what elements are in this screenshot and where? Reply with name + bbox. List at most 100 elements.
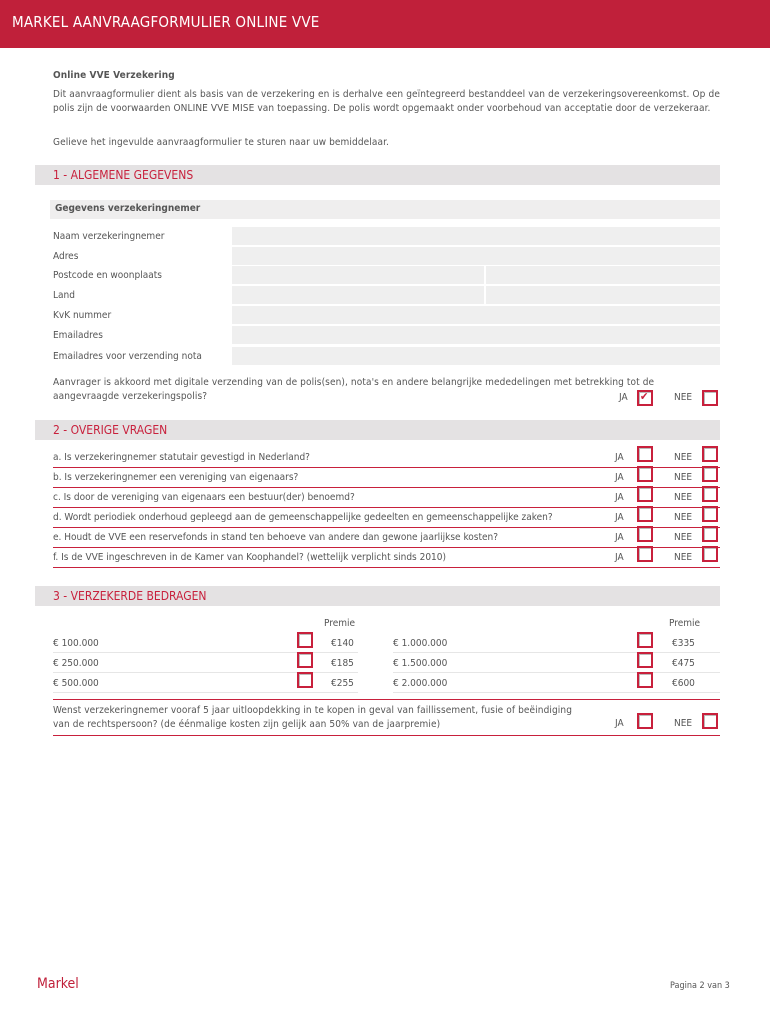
field-label: Adres — [53, 251, 79, 262]
field-input[interactable] — [232, 247, 720, 265]
divider — [53, 507, 720, 508]
coverage-checkbox[interactable] — [637, 672, 653, 688]
field-input[interactable] — [232, 227, 720, 245]
field-input[interactable] — [232, 347, 720, 365]
coverage-premium: €475 — [672, 658, 695, 669]
subsection-title: Gegevens verzekeringnemer — [55, 203, 201, 214]
question-row: f. Is de VVE ingeschreven in de Kamer va… — [53, 546, 720, 571]
row-divider — [393, 692, 720, 693]
nee-checkbox[interactable] — [702, 486, 718, 502]
coverage-checkbox[interactable] — [637, 652, 653, 668]
ja-checkbox[interactable] — [637, 466, 653, 482]
section-3-title: 3 - VERZEKERDE BEDRAGEN — [53, 589, 207, 603]
coverage-amount: € 500.000 — [53, 678, 99, 689]
nee-checkbox[interactable] — [702, 446, 718, 462]
premie-header-left: Premie — [324, 618, 356, 629]
divider — [53, 487, 720, 488]
nee-checkbox[interactable] — [702, 466, 718, 482]
question-text: e. Houdt de VVE een reservefonds in stan… — [53, 532, 499, 543]
runoff-ja-label: JA — [615, 718, 624, 729]
question-text: a. Is verzekeringnemer statutair gevesti… — [53, 452, 310, 463]
row-divider — [53, 692, 358, 693]
row-divider — [393, 652, 720, 653]
consent-ja-label: JA — [619, 392, 628, 403]
section-2-header: 2 - OVERIGE VRAGEN — [35, 420, 720, 440]
section-1-header: 1 - ALGEMENE GEGEVENS — [35, 165, 720, 185]
field-label: Postcode en woonplaats — [53, 270, 162, 281]
field-input[interactable] — [232, 286, 484, 304]
coverage-premium: €255 — [331, 678, 354, 689]
section-1-title: 1 - ALGEMENE GEGEVENS — [53, 168, 194, 182]
intro-instruction: Gelieve het ingevulde aanvraagformulier … — [53, 137, 389, 148]
question-text: b. Is verzekeringnemer een vereniging va… — [53, 472, 299, 483]
coverage-premium: €335 — [672, 638, 695, 649]
consent-nee-checkbox[interactable] — [702, 390, 718, 406]
divider — [53, 735, 720, 736]
premie-header-right: Premie — [669, 618, 701, 629]
intro-heading: Online VVE Verzekering — [53, 70, 175, 81]
page-title: MARKEL AANVRAAGFORMULIER ONLINE VVE — [12, 13, 320, 31]
field-input[interactable] — [232, 306, 720, 324]
consent-nee-label: NEE — [674, 392, 693, 403]
runoff-nee-label: NEE — [674, 718, 693, 729]
question-row: e. Houdt de VVE een reservefonds in stan… — [53, 526, 720, 551]
question-row: b. Is verzekeringnemer een vereniging va… — [53, 466, 720, 491]
ja-label: JA — [615, 532, 624, 543]
divider — [53, 567, 720, 568]
coverage-checkbox[interactable] — [637, 632, 653, 648]
field-label: Naam verzekeringnemer — [53, 231, 165, 242]
field-label: Emailadres — [53, 330, 103, 341]
nee-label: NEE — [674, 492, 693, 503]
consent-ja-checkbox[interactable] — [637, 390, 653, 406]
nee-checkbox[interactable] — [702, 546, 718, 562]
section-3-header: 3 - VERZEKERDE BEDRAGEN — [35, 586, 720, 606]
row-divider — [53, 672, 358, 673]
field-label: KvK nummer — [53, 310, 112, 321]
field-label: Land — [53, 290, 75, 301]
ja-checkbox[interactable] — [637, 506, 653, 522]
row-divider — [393, 672, 720, 673]
coverage-checkbox[interactable] — [297, 652, 313, 668]
nee-checkbox[interactable] — [702, 526, 718, 542]
runoff-ja-checkbox[interactable] — [637, 713, 653, 729]
coverage-checkbox[interactable] — [297, 632, 313, 648]
consent-text: Aanvrager is akkoord met digitale verzen… — [53, 377, 655, 402]
question-text: c. Is door de vereniging van eigenaars e… — [53, 492, 355, 503]
ja-checkbox[interactable] — [637, 486, 653, 502]
ja-checkbox[interactable] — [637, 526, 653, 542]
field-input-secondary[interactable] — [486, 266, 720, 284]
coverage-amount: € 2.000.000 — [393, 678, 448, 689]
coverage-checkbox[interactable] — [297, 672, 313, 688]
question-row: a. Is verzekeringnemer statutair gevesti… — [53, 446, 720, 471]
field-input-secondary[interactable] — [486, 286, 720, 304]
divider — [53, 547, 720, 548]
ja-label: JA — [615, 512, 624, 523]
coverage-amount: € 250.000 — [53, 658, 99, 669]
coverage-premium: €185 — [331, 658, 354, 669]
divider — [53, 527, 720, 528]
coverage-amount: € 1.500.000 — [393, 658, 448, 669]
runoff-nee-checkbox[interactable] — [702, 713, 718, 729]
row-divider — [53, 652, 358, 653]
ja-label: JA — [615, 472, 624, 483]
coverage-premium: €140 — [331, 638, 354, 649]
runoff-text: Wenst verzekeringnemer vooraf 5 jaar uit… — [53, 705, 573, 730]
nee-label: NEE — [674, 552, 693, 563]
divider — [53, 467, 720, 468]
question-text: d. Wordt periodiek onderhoud gepleegd aa… — [53, 512, 553, 523]
header-bar: MARKEL AANVRAAGFORMULIER ONLINE VVE — [0, 0, 770, 48]
page-number: Pagina 2 van 3 — [670, 981, 730, 991]
nee-label: NEE — [674, 532, 693, 543]
nee-label: NEE — [674, 472, 693, 483]
ja-checkbox[interactable] — [637, 446, 653, 462]
coverage-premium: €600 — [672, 678, 695, 689]
field-input[interactable] — [232, 326, 720, 344]
coverage-amount: € 100.000 — [53, 638, 99, 649]
question-row: c. Is door de vereniging van eigenaars e… — [53, 486, 720, 511]
nee-label: NEE — [674, 452, 693, 463]
question-text: f. Is de VVE ingeschreven in de Kamer va… — [53, 552, 446, 563]
nee-checkbox[interactable] — [702, 506, 718, 522]
divider — [53, 699, 720, 700]
field-input[interactable] — [232, 266, 484, 284]
ja-checkbox[interactable] — [637, 546, 653, 562]
